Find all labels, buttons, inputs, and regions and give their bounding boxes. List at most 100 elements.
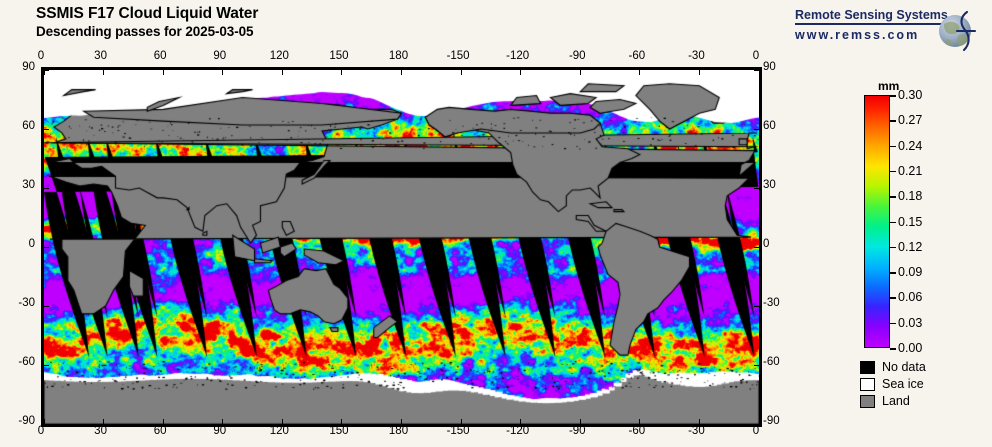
legend-swatch-nodata	[860, 360, 875, 374]
page-title: SSMIS F17 Cloud Liquid Water	[36, 5, 259, 22]
x-axis-tick-label: -30	[688, 50, 705, 62]
y-axis-tick-label: -90	[18, 415, 35, 427]
colorbar-tick-label: 0.00	[898, 341, 923, 355]
colorbar-tick	[890, 120, 896, 122]
legend-item-land: Land	[860, 393, 926, 409]
x-axis-tick	[341, 419, 343, 424]
x-axis-tick-label: 0	[752, 425, 760, 437]
cloud-liquid-water-heatmap[interactable]	[44, 70, 759, 424]
y-axis-tick	[754, 246, 759, 248]
y-axis-tick	[44, 69, 49, 71]
colorbar-tick	[890, 246, 896, 249]
x-axis-tick	[162, 70, 164, 75]
x-axis-tick	[103, 419, 105, 424]
mask-legend: No data Sea ice Land	[860, 359, 926, 410]
legend-label-nodata: No data	[882, 360, 926, 374]
x-axis-tick-label: 60	[153, 50, 167, 62]
x-axis-tick-label: -60	[628, 50, 646, 62]
legend-swatch-seaice	[860, 377, 875, 391]
colorbar-unit-label: mm	[878, 79, 900, 93]
y-axis-tick	[44, 187, 49, 189]
x-axis-tick	[222, 419, 224, 424]
map-plot-area[interactable]	[41, 67, 762, 427]
y-axis-tick	[44, 364, 49, 366]
y-axis-tick	[754, 69, 759, 71]
x-axis-tick-label: 90	[213, 425, 227, 437]
x-axis-tick-label: 180	[388, 425, 409, 437]
x-axis-tick-label: -90	[568, 425, 586, 437]
x-axis-tick-label: -150	[446, 425, 470, 437]
x-axis-tick-label: 150	[329, 50, 349, 62]
x-axis-tick	[43, 70, 45, 75]
colorbar-tick	[890, 322, 896, 325]
y-axis-tick	[44, 246, 49, 248]
colorbar-tick	[890, 145, 896, 148]
globe-icon	[939, 10, 977, 52]
x-axis-tick-label: 150	[329, 425, 349, 437]
colorbar-gradient	[865, 96, 889, 347]
y-axis-tick	[754, 128, 759, 130]
x-axis-tick	[639, 419, 641, 424]
y-axis-tick-label: 60	[22, 120, 35, 132]
x-axis-tick-label: 180	[388, 50, 409, 62]
y-axis-tick	[44, 305, 49, 307]
colorbar-tick	[890, 196, 896, 198]
x-axis-tick	[460, 70, 462, 75]
x-axis-tick-label: 0	[37, 50, 45, 62]
x-axis-tick	[460, 419, 462, 424]
x-axis-tick	[401, 419, 402, 424]
x-axis-tick-label: -30	[688, 425, 705, 437]
y-axis-tick-label: 90	[763, 61, 776, 73]
colorbar-tick-label: 0.03	[898, 315, 923, 330]
y-axis-tick	[44, 128, 49, 130]
colorbar-tick-label: 0.30	[898, 88, 923, 102]
title-block: SSMIS F17 Cloud Liquid Water Descending …	[36, 5, 258, 40]
x-axis-tick-label: -90	[568, 50, 586, 62]
x-axis-tick-label: -60	[628, 425, 646, 437]
x-axis-tick-label: 0	[37, 425, 45, 437]
colorbar-tick-label: 0.27	[898, 113, 923, 128]
colorbar-tick-label: 0.12	[898, 239, 923, 254]
logo-website-url: www.remss.com	[795, 28, 920, 42]
y-axis-tick-label: 60	[763, 120, 776, 132]
colorbar-tick	[890, 170, 896, 173]
y-axis-tick-label: -30	[18, 297, 35, 309]
colorbar-tick	[890, 95, 896, 97]
x-axis-tick	[520, 70, 522, 75]
x-axis-tick	[281, 419, 283, 424]
y-axis-tick-label: 30	[763, 179, 776, 191]
x-axis-tick-label: 0	[752, 50, 760, 62]
logo-divider	[795, 23, 953, 25]
y-axis-tick-label: 0	[28, 238, 35, 250]
legend-label-land: Land	[882, 394, 910, 408]
legend-label-seaice: Sea ice	[882, 377, 924, 391]
colorbar-tick	[890, 221, 896, 223]
y-axis-tick	[754, 187, 759, 189]
x-axis-tick	[162, 419, 164, 424]
y-axis-tick-label: -60	[763, 356, 780, 368]
colorbar-tick-label: 0.24	[898, 138, 923, 153]
x-axis-tick	[698, 70, 700, 75]
x-axis-tick-label: 30	[94, 425, 107, 437]
remss-logo[interactable]: Remote Sensing Systems www.remss.com	[795, 8, 985, 54]
x-axis-tick	[698, 419, 700, 424]
x-axis-tick-label: 30	[94, 50, 107, 62]
page-subtitle: Descending passes for 2025-03-05	[36, 24, 254, 39]
colorbar-tick-label: 0.06	[898, 290, 923, 305]
x-axis-tick	[401, 70, 402, 75]
colorbar-tick	[890, 272, 896, 274]
x-axis-tick	[281, 70, 283, 75]
legend-item-seaice: Sea ice	[860, 376, 926, 392]
y-axis-tick-label: -30	[763, 297, 780, 309]
y-axis-tick-label: 0	[763, 238, 770, 250]
x-axis-tick	[43, 419, 45, 424]
x-axis-tick-label: 90	[213, 50, 227, 62]
x-axis-tick-label: 120	[269, 50, 289, 62]
colorbar-tick-label: 0.18	[898, 189, 923, 204]
x-axis-tick	[103, 70, 105, 75]
colorbar-tick-label: 0.21	[898, 163, 923, 178]
x-axis-tick	[758, 70, 760, 75]
x-axis-tick-label: -150	[446, 50, 470, 62]
colorbar-tick	[890, 348, 896, 350]
y-axis-tick-label: -60	[18, 356, 35, 368]
